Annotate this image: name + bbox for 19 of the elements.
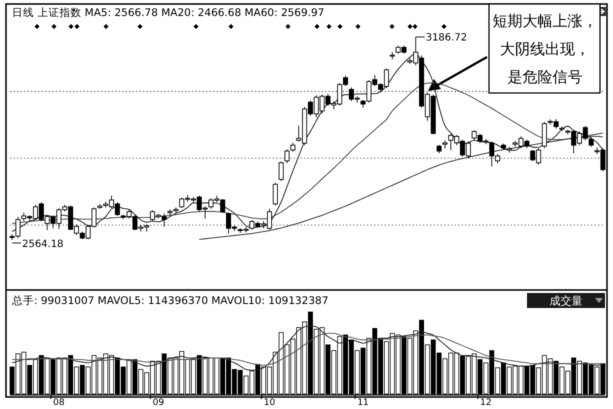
annotation: 是危险信号 — [508, 68, 582, 86]
x-tick-label: 11 — [357, 398, 369, 408]
x-tick-label: 08 — [53, 398, 65, 408]
candlestick — [272, 182, 278, 206]
annotation: 3186.72 — [426, 32, 468, 44]
candlestick — [278, 161, 284, 182]
x-tick-label: 10 — [264, 398, 276, 408]
chart-subtitle: 成交量 — [550, 294, 582, 308]
candlestick — [588, 136, 594, 148]
candlestick — [284, 149, 290, 164]
chart-title: 日线 上证指数 MA5: 2566.78 MA20: 2466.68 MA60: 2569.97 — [12, 6, 324, 19]
x-tick-label: 09 — [152, 398, 164, 408]
text: 短期大幅上涨， — [492, 12, 598, 30]
candlestick — [542, 122, 547, 149]
annotation: 大阴线出现， — [500, 40, 590, 58]
candlestick — [442, 140, 448, 149]
annotation: 2564.18 — [22, 239, 64, 250]
chart-title: 总手: 99031007 MAVOL5: 114396370 MAVOL10: 109132387 — [11, 294, 328, 307]
x-tick-label: 12 — [480, 398, 492, 408]
